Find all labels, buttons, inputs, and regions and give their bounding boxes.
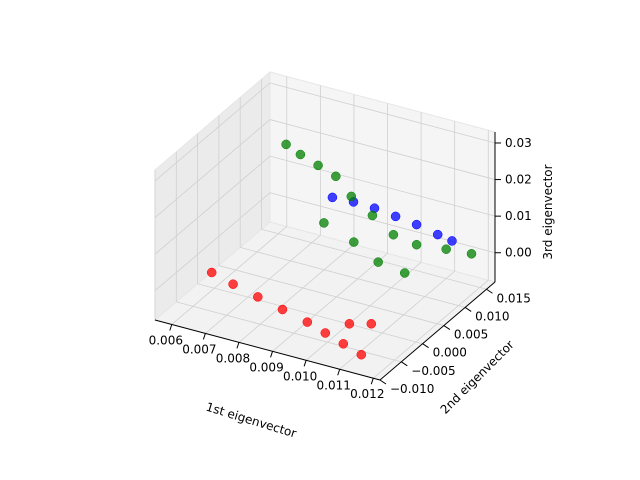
axis-lines <box>154 132 501 385</box>
y-tick-label: −0.010 <box>390 382 434 396</box>
z-grid-line <box>154 82 271 182</box>
data-point <box>432 229 443 240</box>
data-point <box>356 349 367 360</box>
x-grid-line <box>205 235 321 334</box>
y-tick-label: 0.015 <box>496 291 530 305</box>
x-tick-mark <box>169 324 173 331</box>
data-point <box>441 244 451 254</box>
y-tick-mark <box>379 379 387 385</box>
data-point <box>331 171 341 182</box>
x-tick-label: 0.010 <box>283 369 317 383</box>
data-point <box>295 149 306 160</box>
z-grid-line <box>269 119 496 180</box>
x-grid-line <box>373 279 489 379</box>
x-tick-mark <box>202 333 206 340</box>
data-point <box>253 292 263 302</box>
z-tick-label: 0.01 <box>505 209 532 223</box>
data-point <box>313 160 323 171</box>
x-tick-label: 0.008 <box>216 351 250 365</box>
x-tick-label: 0.007 <box>182 342 216 356</box>
x-axis-line <box>154 319 381 381</box>
z-axis-label: 3rd eigenvector <box>541 164 555 259</box>
z-tick-label: 0.03 <box>505 136 532 150</box>
data-point <box>319 218 329 228</box>
z-grid-line <box>154 155 271 255</box>
data-point <box>373 257 383 267</box>
x-tick-mark <box>303 360 307 367</box>
y-tick-label: 0.005 <box>454 328 488 342</box>
data-point <box>349 237 359 247</box>
y-tick-mark <box>464 306 472 312</box>
data-point <box>388 229 399 240</box>
series-1 <box>281 139 477 278</box>
x-tick-label: 0.011 <box>317 378 351 392</box>
x-tick-mark <box>337 369 341 376</box>
data-point <box>447 236 457 246</box>
y-tick-mark <box>486 288 493 294</box>
y-tick-mark <box>422 343 429 349</box>
y-tick-mark <box>443 325 451 330</box>
x-axis-label: 1st eigenvector <box>204 400 298 441</box>
data-point <box>302 317 313 327</box>
y-tick-mark <box>401 361 408 367</box>
x-grid-line <box>272 253 388 352</box>
data-point <box>367 210 378 221</box>
data-point <box>466 249 477 259</box>
data-point <box>327 192 338 203</box>
axis-panes <box>153 70 497 381</box>
y-tick-label: 0.000 <box>433 346 467 360</box>
data-point <box>390 211 401 222</box>
y-tick-label: 0.010 <box>475 309 509 323</box>
x-tick-mark <box>370 378 374 385</box>
z-grid-line <box>154 192 271 292</box>
data-point <box>228 279 238 289</box>
y-grid-line <box>218 265 444 326</box>
z-grid-line <box>269 192 496 254</box>
data-point <box>411 239 422 250</box>
y-axis-line <box>379 281 496 381</box>
x-tick-label: 0.006 <box>149 333 183 347</box>
y-grid-line <box>261 228 487 290</box>
data-point <box>281 139 291 150</box>
x-tick-mark <box>270 351 274 358</box>
z-grid-line <box>269 82 496 144</box>
series-2 <box>206 267 377 360</box>
z-grid-line <box>269 155 496 217</box>
x-grid-line <box>238 244 355 343</box>
data-point <box>399 268 410 278</box>
x-grid-line <box>171 226 288 325</box>
x-tick-mark <box>236 342 240 349</box>
data-point <box>346 191 357 202</box>
data-point <box>320 328 331 338</box>
data-point <box>411 219 422 230</box>
z-tick-label: 0.00 <box>505 246 532 260</box>
y-grid-line <box>240 247 466 308</box>
z-tick-label: 0.02 <box>505 173 532 187</box>
y-tick-label: −0.005 <box>411 364 455 378</box>
data-point <box>338 339 349 349</box>
y-grid-line <box>197 283 423 345</box>
data-point <box>366 319 377 329</box>
data-point <box>206 267 217 278</box>
data-point <box>344 319 355 329</box>
x-tick-label: 0.012 <box>350 387 384 401</box>
x-grid-line <box>305 261 422 361</box>
series-layer <box>206 139 477 360</box>
data-point <box>277 304 288 315</box>
x-tick-label: 0.009 <box>249 360 283 374</box>
z-grid-line <box>154 119 271 218</box>
